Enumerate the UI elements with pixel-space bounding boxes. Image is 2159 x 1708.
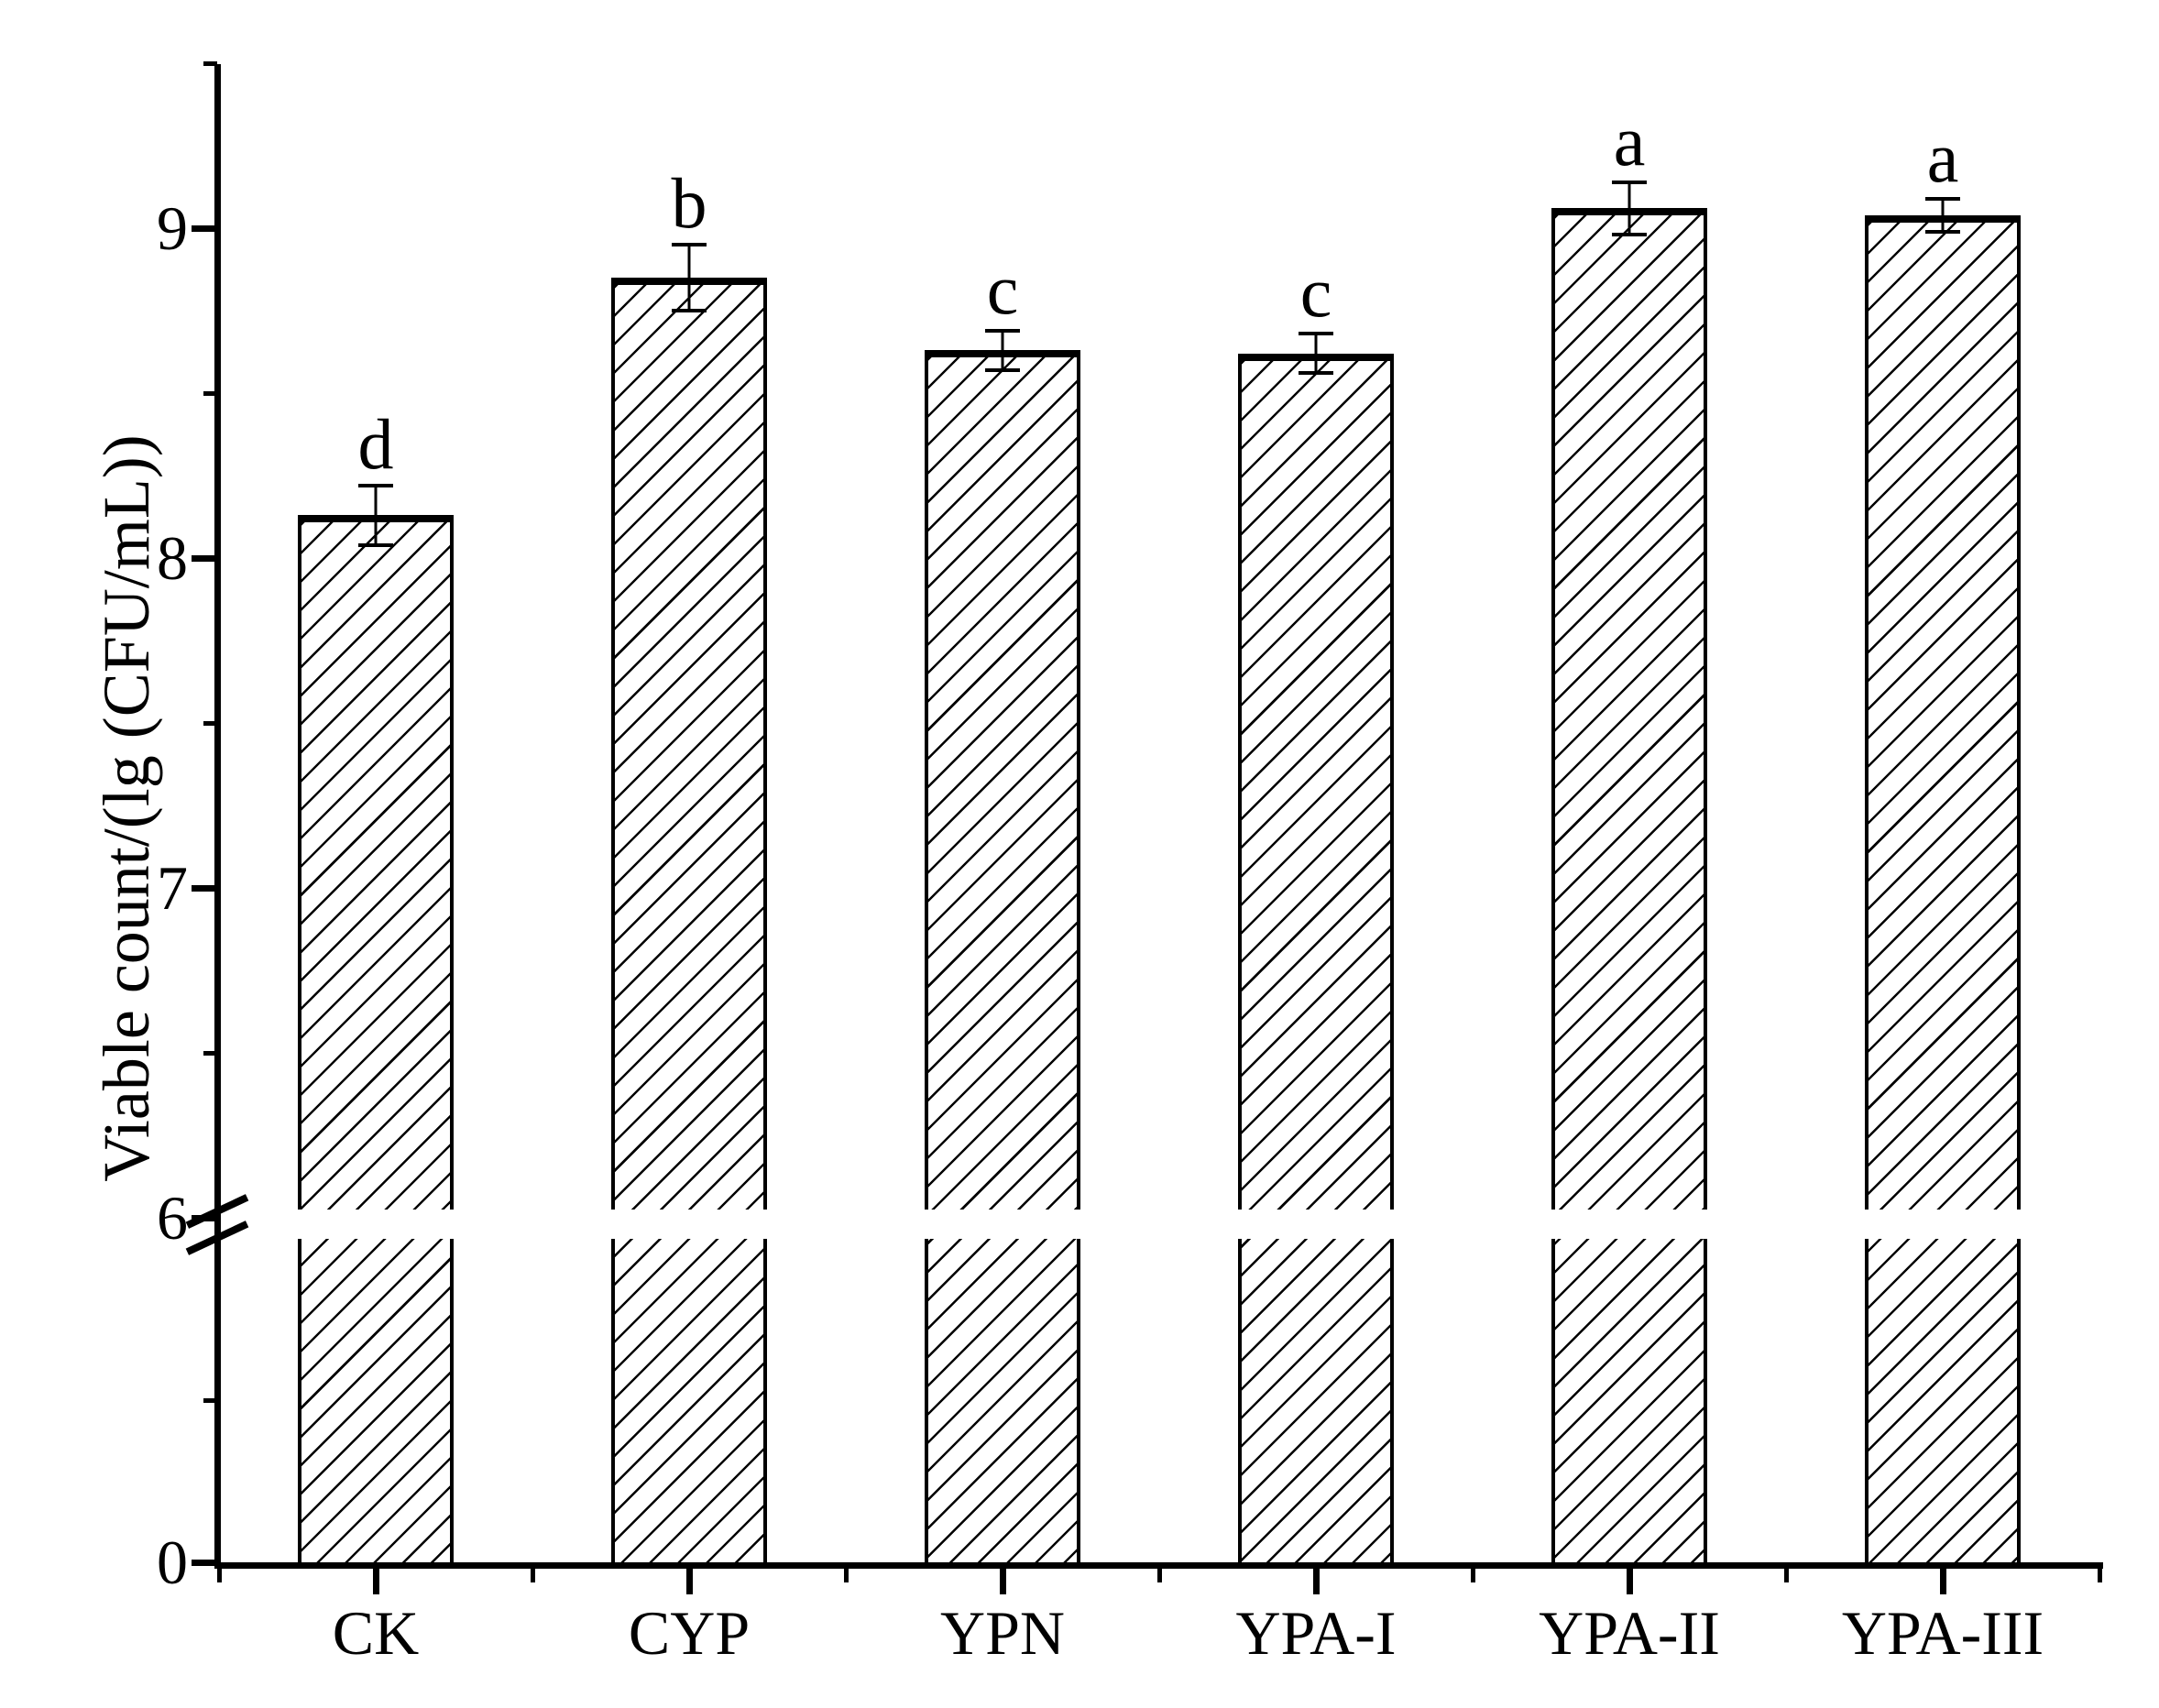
- error-bar-line: [1941, 198, 1945, 232]
- x-minor-tick: [843, 1569, 849, 1582]
- error-bar-cap-bottom: [672, 309, 707, 312]
- y-tick-label: 9: [157, 193, 188, 263]
- significance-letter: d: [357, 403, 394, 484]
- x-minor-tick: [1156, 1569, 1162, 1582]
- error-bar-cap-bottom: [1925, 229, 1960, 234]
- x-major-tick: [685, 1569, 693, 1594]
- y-major-tick: [192, 554, 217, 562]
- bar: [611, 278, 767, 1562]
- y-minor-tick: [203, 1398, 217, 1404]
- error-bar-cap-top: [1612, 180, 1647, 184]
- x-major-tick: [1939, 1569, 1946, 1594]
- y-tick-label: 8: [157, 523, 188, 593]
- error-bar-cap-bottom: [1612, 233, 1647, 237]
- y-major-tick: [192, 884, 217, 892]
- x-minor-tick: [1470, 1569, 1475, 1582]
- error-bar-cap-top: [1299, 332, 1333, 336]
- error-bar-line: [1314, 334, 1318, 374]
- bar: [1551, 208, 1707, 1562]
- x-tick-label: YPA-I: [1235, 1598, 1397, 1668]
- error-bar-line: [374, 485, 378, 545]
- error-bar-cap-bottom: [985, 367, 1020, 372]
- x-tick-label: YPA-III: [1841, 1598, 2044, 1668]
- x-major-tick: [372, 1569, 379, 1594]
- significance-letter: a: [1926, 116, 1959, 197]
- bar: [298, 515, 454, 1562]
- y-axis-line: [214, 64, 221, 1569]
- bar: [1238, 353, 1394, 1562]
- y-tick-label: 7: [157, 853, 188, 923]
- x-major-tick: [1312, 1569, 1320, 1594]
- y-minor-tick: [203, 720, 217, 726]
- x-minor-tick: [216, 1569, 222, 1582]
- error-bar-cap-top: [358, 483, 393, 487]
- y-tick-label: 0: [157, 1527, 188, 1597]
- x-minor-tick: [530, 1569, 535, 1582]
- y-minor-tick: [203, 60, 217, 66]
- error-bar-cap-bottom: [1299, 371, 1333, 376]
- x-axis-line: [214, 1562, 2103, 1569]
- significance-letter: c: [1299, 252, 1332, 333]
- error-bar-cap-top: [672, 243, 707, 246]
- y-axis-break-band: [225, 1210, 2112, 1239]
- x-minor-tick: [2097, 1569, 2102, 1582]
- error-bar-cap-top: [1925, 196, 1960, 201]
- x-minor-tick: [1783, 1569, 1789, 1582]
- error-bar-line: [1001, 330, 1004, 370]
- error-bar-cap-bottom: [358, 542, 393, 547]
- x-major-tick: [1626, 1569, 1633, 1594]
- significance-letter: c: [986, 248, 1019, 329]
- x-tick-label: YPN: [939, 1598, 1066, 1668]
- significance-letter: a: [1613, 100, 1646, 181]
- error-bar-line: [687, 245, 691, 311]
- bar: [925, 350, 1080, 1562]
- y-minor-tick: [203, 1050, 217, 1056]
- x-tick-label: YPA-II: [1539, 1598, 1720, 1668]
- significance-letter: b: [671, 163, 707, 243]
- x-tick-label: CYP: [628, 1598, 751, 1668]
- y-major-tick: [192, 224, 217, 232]
- x-major-tick: [999, 1569, 1006, 1594]
- x-tick-label: CK: [332, 1598, 420, 1668]
- y-tick-label: 6: [157, 1183, 188, 1253]
- error-bar-line: [1627, 181, 1631, 235]
- y-minor-tick: [203, 390, 217, 396]
- error-bar-cap-top: [985, 328, 1020, 333]
- bar: [1865, 214, 2021, 1562]
- y-major-tick: [192, 1559, 217, 1566]
